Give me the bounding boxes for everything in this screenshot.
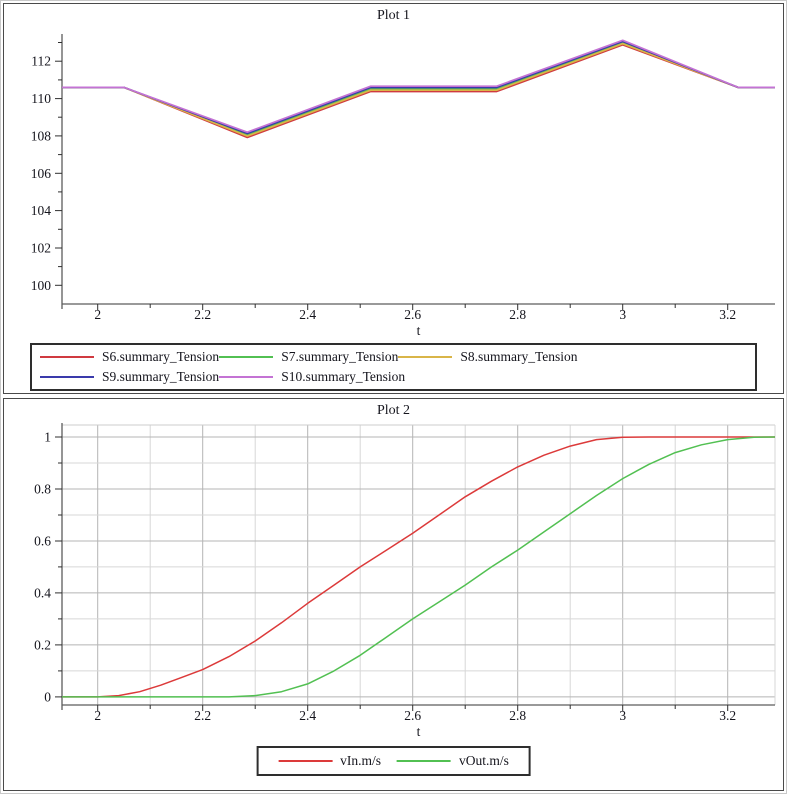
legend-line-swatch: [219, 376, 274, 378]
svg-text:102: 102: [31, 241, 51, 256]
series-line: [62, 42, 775, 137]
svg-text:106: 106: [31, 166, 52, 181]
series-line: [62, 40, 775, 135]
legend-label: S10.summary_Tension: [281, 369, 406, 384]
svg-text:0.4: 0.4: [34, 585, 51, 600]
svg-text:3.2: 3.2: [719, 307, 736, 322]
svg-text:2.2: 2.2: [194, 708, 211, 723]
svg-text:2.8: 2.8: [509, 307, 526, 322]
svg-text:104: 104: [31, 203, 52, 218]
series-line: [62, 39, 775, 134]
legend-label: S9.summary_Tension: [102, 369, 220, 384]
svg-text:0: 0: [44, 689, 51, 704]
svg-text:3: 3: [619, 307, 626, 322]
svg-text:108: 108: [31, 128, 52, 143]
svg-text:0.6: 0.6: [34, 534, 51, 549]
plot2-canvas[interactable]: 2 2.2 2.4 2.6 2.8 3 3.2 0 0.2 0.4 0.6 0.8 1 t: [4, 399, 782, 789]
series-line: [62, 436, 776, 698]
legend-line-swatch: [397, 760, 451, 762]
svg-text:2.6: 2.6: [404, 708, 421, 723]
legend-item: vIn.m/s: [278, 751, 381, 771]
series-line: [62, 436, 775, 698]
svg-text:0.2: 0.2: [34, 637, 51, 652]
legend-line-swatch: [278, 760, 333, 762]
series-line: [62, 41, 775, 136]
legend-item: S8.summary_Tension: [398, 347, 578, 367]
svg-text:100: 100: [31, 278, 52, 293]
svg-text:2: 2: [94, 307, 101, 322]
svg-text:2.8: 2.8: [509, 708, 526, 723]
legend-line-swatch: [40, 376, 94, 378]
x-axis-label: t: [417, 323, 421, 338]
x-axis-label: t: [417, 724, 421, 739]
legend-item: S10.summary_Tension: [219, 367, 405, 387]
svg-text:2.4: 2.4: [299, 708, 316, 723]
svg-text:3.2: 3.2: [719, 708, 736, 723]
plot1-legend: S6.summary_Tension S7.summary_Tension S8.s…: [30, 343, 757, 391]
plot1-canvas[interactable]: 2 2.2 2.4 2.6 2.8 3 3.2 100 102 104 106 108 110 112 t: [4, 4, 782, 392]
legend-label: vOut.m/s: [459, 753, 509, 768]
panel-plot1: Plot 1 2 2.2 2.4 2.6 2.8 3 3.2 100 102 104 106 108 1…: [3, 3, 784, 394]
plot2-legend: vIn.m/s vOut.m/s: [256, 746, 531, 776]
svg-text:3: 3: [619, 708, 626, 723]
legend-item: vOut.m/s: [397, 751, 509, 771]
legend-label: S6.summary_Tension: [102, 349, 220, 364]
legend-item: S9.summary_Tension: [40, 367, 219, 387]
legend-line-swatch: [219, 356, 274, 358]
legend-label: S8.summary_Tension: [460, 349, 578, 364]
svg-text:2.6: 2.6: [404, 307, 421, 322]
svg-text:112: 112: [31, 54, 51, 69]
svg-text:2.2: 2.2: [194, 307, 211, 322]
svg-text:2: 2: [94, 708, 101, 723]
panel-plot2: Plot 2 2 2.2 2.4 2.6 2.8 3 3.2 0 0.2 0.4 0.6 0.8 1 t …: [3, 398, 784, 791]
legend-line-swatch: [398, 356, 453, 358]
svg-text:0.8: 0.8: [34, 482, 51, 497]
legend-label: S7.summary_Tension: [281, 349, 399, 364]
legend-line-swatch: [40, 356, 94, 358]
legend-item: S7.summary_Tension: [219, 347, 398, 367]
svg-text:110: 110: [31, 91, 51, 106]
svg-text:2.4: 2.4: [299, 307, 316, 322]
legend-label: vIn.m/s: [340, 753, 381, 768]
legend-item: S6.summary_Tension: [40, 347, 219, 367]
svg-text:1: 1: [44, 430, 51, 445]
